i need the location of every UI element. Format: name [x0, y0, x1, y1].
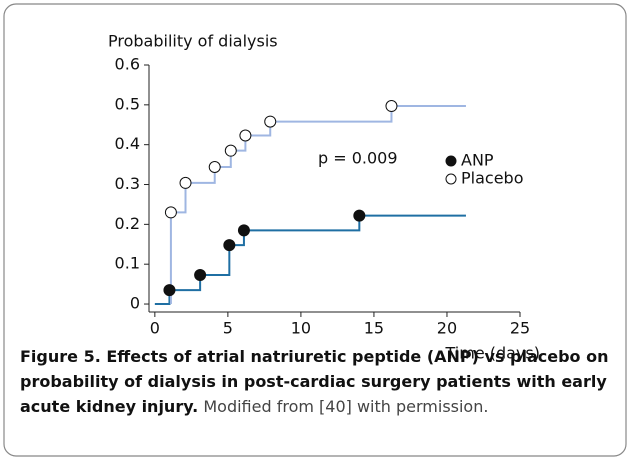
x-tick-label: 20: [437, 319, 457, 338]
legend-label: ANP: [461, 151, 494, 170]
data-point: [164, 206, 177, 219]
x-axis-label: Time (days): [445, 344, 541, 363]
x-tick-label: 0: [150, 319, 160, 338]
data-point: [224, 144, 237, 157]
data-point: [223, 239, 236, 252]
step-segment: [243, 215, 361, 232]
step-segment: [200, 245, 231, 276]
annotation: p = 0.009: [318, 149, 398, 168]
step-segment: [270, 106, 393, 123]
y-tick-label: 0.2: [115, 214, 140, 233]
x-tick-label: 25: [510, 319, 530, 338]
y-axis-label: Probability of dialysis: [108, 32, 278, 51]
legend-marker: [445, 155, 457, 167]
y-tick-label: 0.5: [115, 94, 140, 113]
y-tick-label: 0.4: [115, 134, 140, 153]
data-point: [239, 129, 252, 142]
data-point: [237, 224, 250, 237]
caption-title: Figure 5. Effects of atrial natriuretic …: [20, 347, 609, 416]
figure-frame: [3, 3, 627, 457]
data-point: [264, 115, 277, 128]
y-tick-label: 0: [130, 294, 140, 313]
legend-label: Placebo: [461, 169, 523, 188]
data-point: [163, 284, 176, 297]
data-point: [385, 100, 398, 113]
caption-note: Modified from [40] with permission.: [203, 397, 489, 416]
y-tick-label: 0.1: [115, 254, 140, 273]
y-tick-label: 0.3: [115, 174, 140, 193]
caption: Figure 5. Effects of atrial natriuretic …: [20, 344, 620, 419]
x-tick-label: 5: [223, 319, 233, 338]
data-point: [179, 176, 192, 189]
data-point: [353, 209, 366, 222]
x-tick-label: 10: [291, 319, 311, 338]
data-point: [194, 268, 207, 281]
y-tick-label: 0.6: [115, 55, 140, 74]
legend-marker: [445, 173, 457, 185]
x-tick-label: 15: [364, 319, 384, 338]
data-point: [208, 160, 221, 173]
